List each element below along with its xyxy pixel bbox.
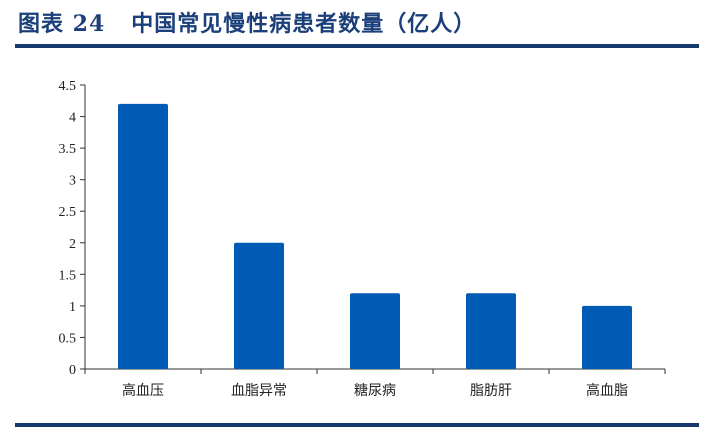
y-tick-label: 3.5 xyxy=(59,142,77,157)
bar-4 xyxy=(466,293,516,369)
y-tick-label: 4.5 xyxy=(59,79,77,94)
y-tick-label: 3 xyxy=(69,174,76,189)
x-category-label: 糖尿病 xyxy=(354,383,396,399)
bottom-divider xyxy=(15,423,699,427)
title-divider xyxy=(15,44,699,48)
x-axis: 高血压 血脂异常 糖尿病 脂肪肝 高血脂 xyxy=(84,368,666,399)
y-tick-label: 4 xyxy=(69,111,76,126)
bar-2 xyxy=(234,242,284,369)
bars xyxy=(118,103,632,369)
y-tick-label: 1.5 xyxy=(59,268,77,283)
y-axis: 0 0.5 1 1.5 2 2.5 3 3.5 4 4.5 xyxy=(59,79,86,378)
x-category-label: 脂肪肝 xyxy=(470,383,512,399)
bar-1 xyxy=(118,103,168,369)
y-tick-label: 0 xyxy=(69,363,76,378)
x-category-label: 高血脂 xyxy=(586,382,628,399)
x-category-label: 高血压 xyxy=(122,382,164,399)
y-tick-label: 2.5 xyxy=(59,205,77,220)
y-tick-label: 0.5 xyxy=(59,331,77,346)
y-tick-label: 1 xyxy=(69,300,76,315)
y-tick-label: 2 xyxy=(69,237,76,252)
bar-5 xyxy=(582,305,632,369)
bar-3 xyxy=(350,293,400,369)
x-category-label: 血脂异常 xyxy=(231,383,287,399)
chart-title: 图表 24 中国常见慢性病患者数量（亿人） xyxy=(18,11,477,37)
